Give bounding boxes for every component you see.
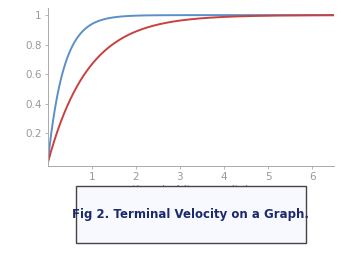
- Text: v/V: v/V: [19, 0, 37, 1]
- Text: Fig 2. Terminal Velocity on a Graph.: Fig 2. Terminal Velocity on a Graph.: [72, 208, 310, 221]
- Text: T: T: [29, 0, 34, 1]
- FancyBboxPatch shape: [76, 186, 306, 243]
- X-axis label: time (arbitrary units): time (arbitrary units): [132, 185, 250, 195]
